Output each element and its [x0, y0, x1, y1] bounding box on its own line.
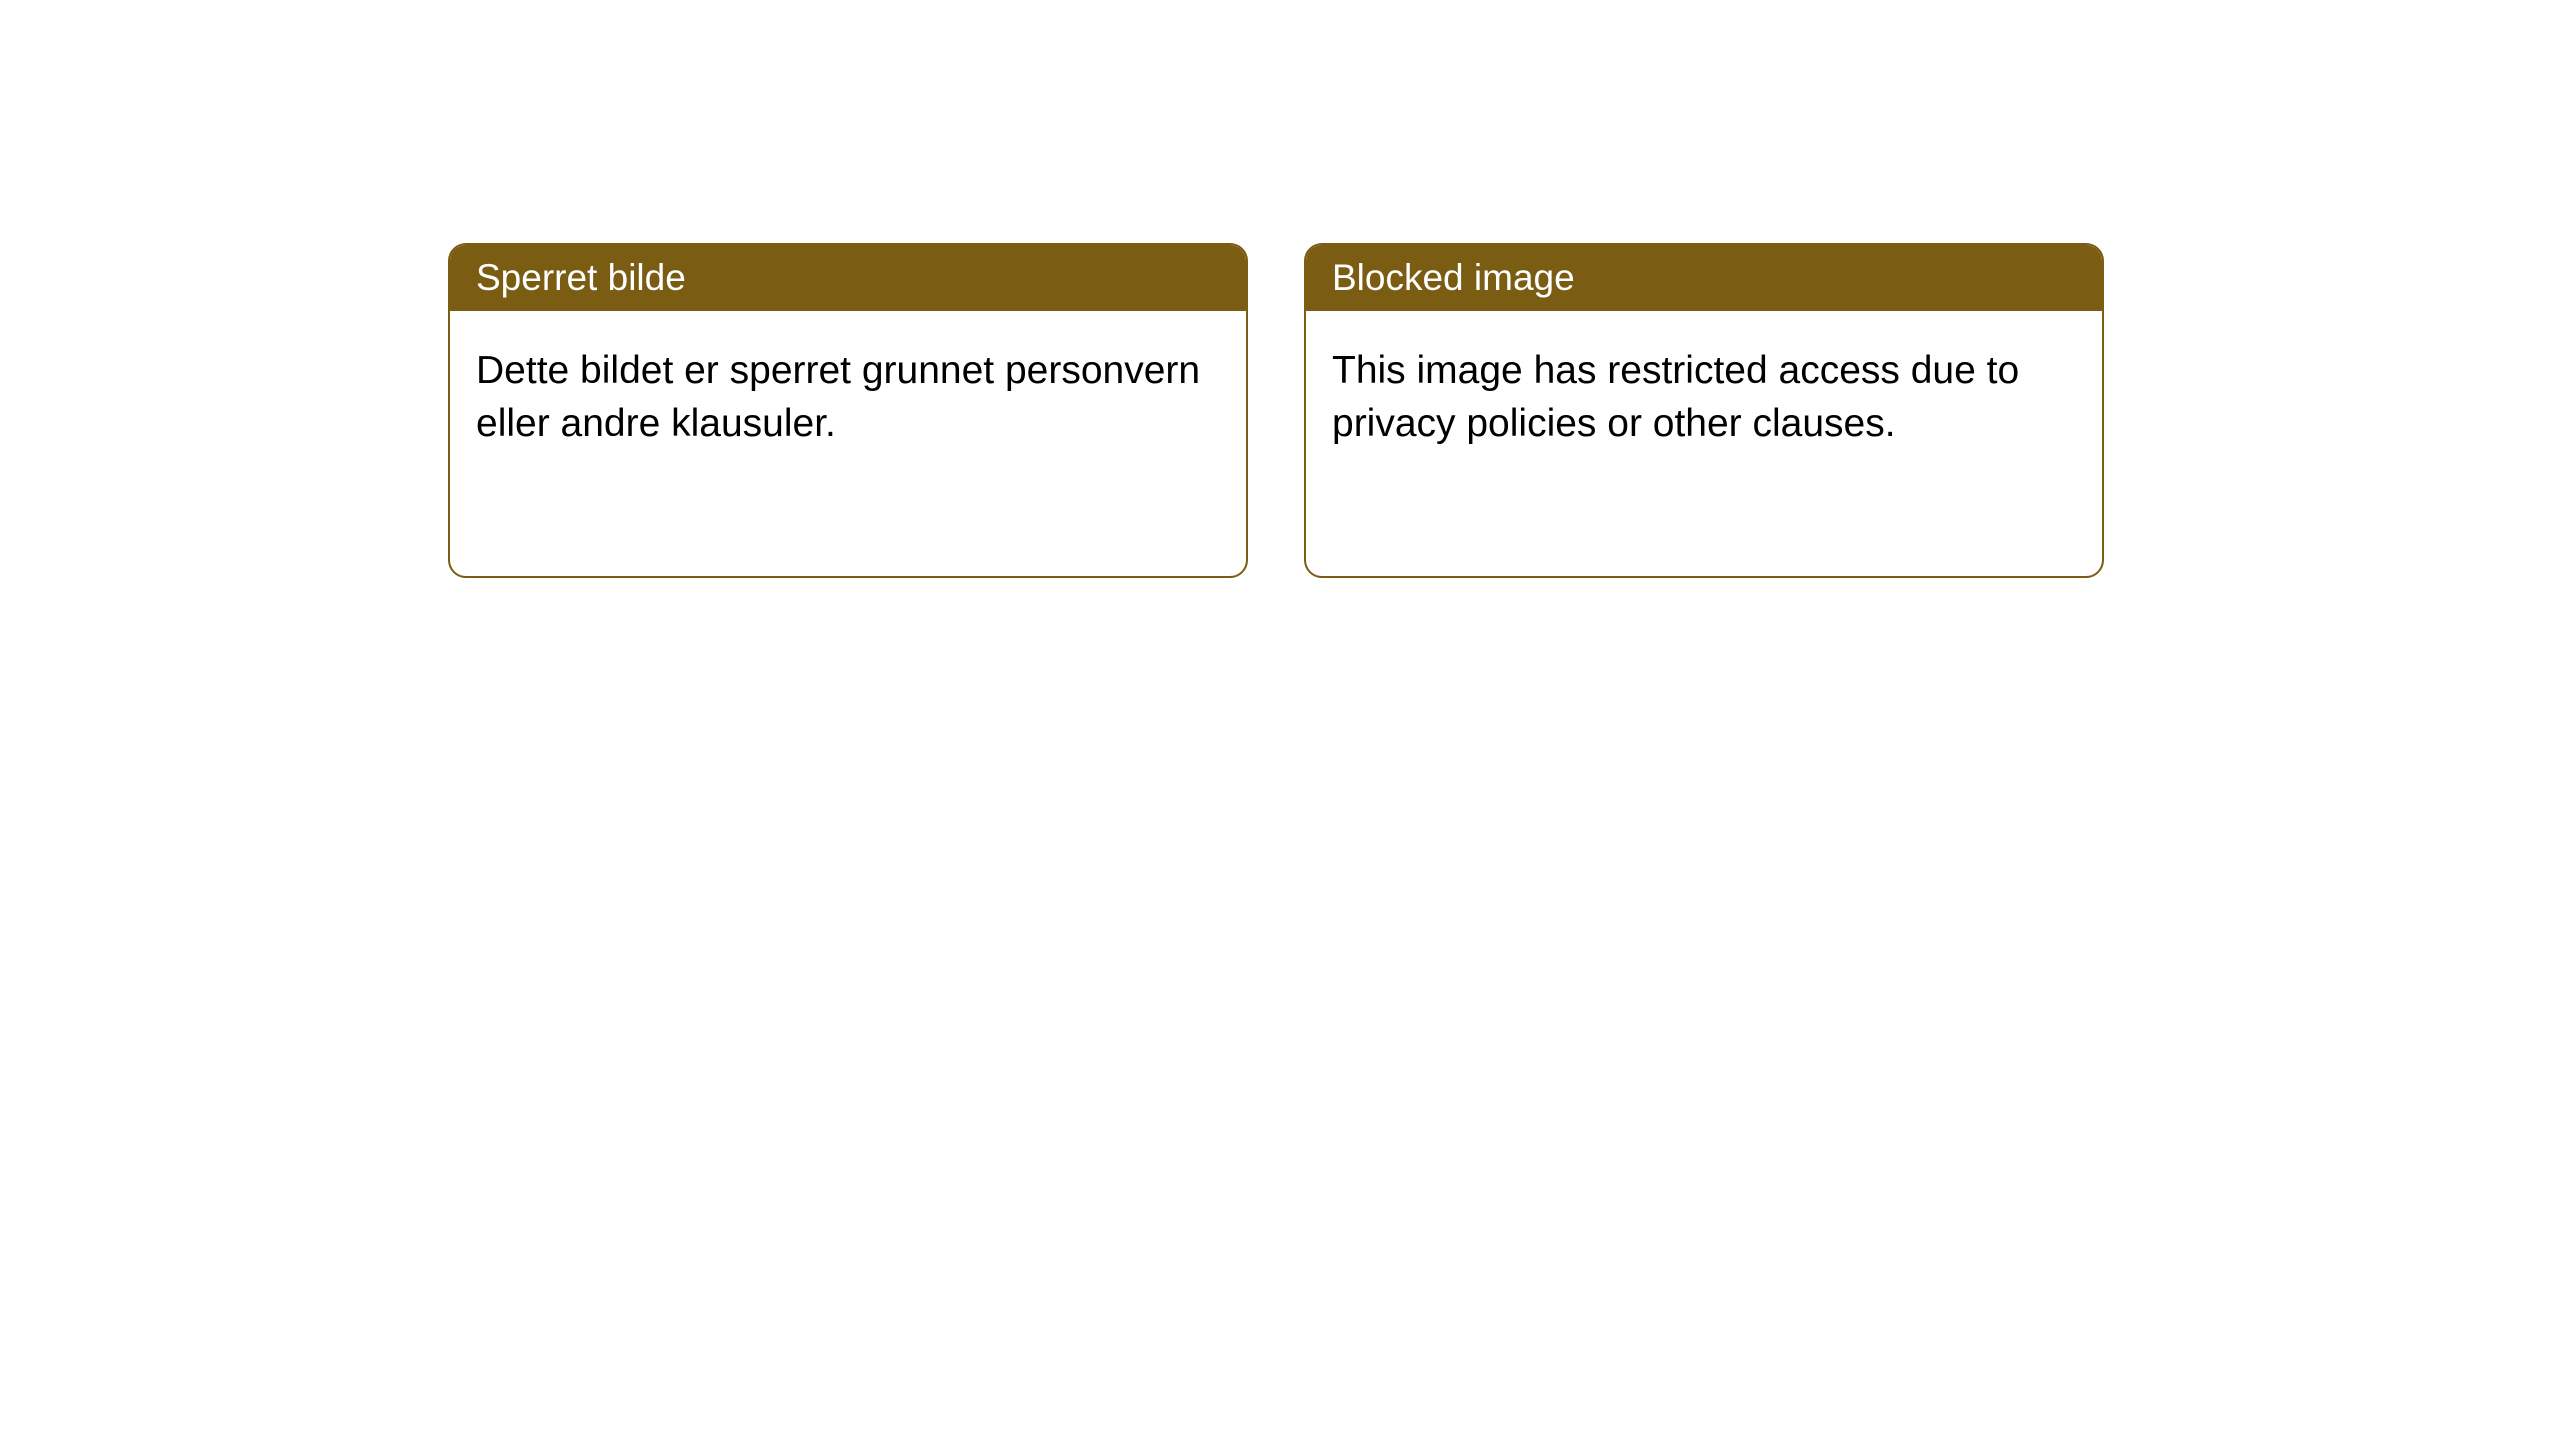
notice-header: Sperret bilde	[450, 245, 1246, 311]
notices-container: Sperret bilde Dette bildet er sperret gr…	[448, 243, 2104, 578]
notice-box-norwegian: Sperret bilde Dette bildet er sperret gr…	[448, 243, 1248, 578]
notice-box-english: Blocked image This image has restricted …	[1304, 243, 2104, 578]
notice-header: Blocked image	[1306, 245, 2102, 311]
notice-body: Dette bildet er sperret grunnet personve…	[450, 311, 1246, 484]
notice-body: This image has restricted access due to …	[1306, 311, 2102, 484]
